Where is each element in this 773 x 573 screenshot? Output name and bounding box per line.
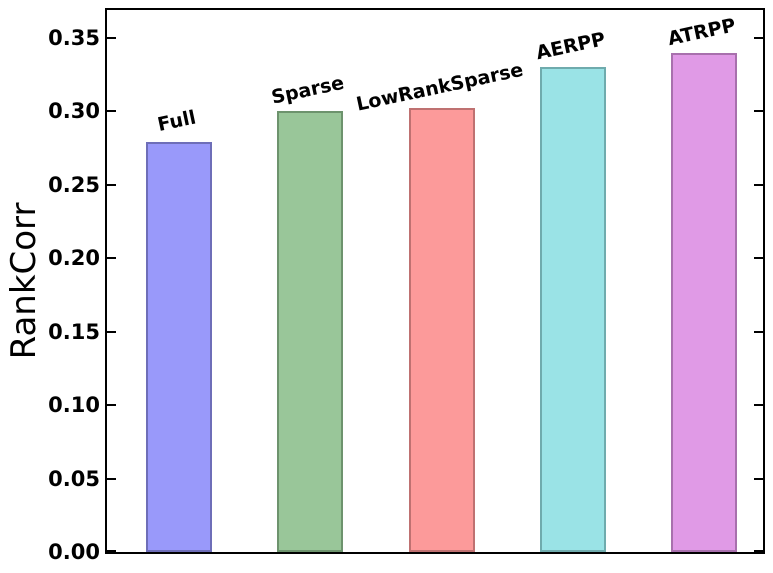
y-tick-left-0.35 [107,37,116,39]
y-tick-left-0.00 [107,550,116,552]
y-tick-left-0.25 [107,184,116,186]
y-tick-right-0.25 [754,184,763,186]
y-tick-label-0.20: 0.20 [48,246,100,270]
y-tick-right-0.15 [754,331,763,333]
y-tick-right-0.05 [754,478,763,480]
y-tick-left-0.10 [107,404,116,406]
y-tick-label-0.10: 0.10 [48,393,100,417]
y-tick-left-0.20 [107,257,116,259]
bar-sparse [277,111,343,552]
y-tick-label-0.35: 0.35 [48,26,100,50]
y-tick-label-0.25: 0.25 [48,173,100,197]
bar-atrpp [671,53,737,552]
bar-label-atrpp: ATRPP [665,14,738,51]
y-tick-label-0.05: 0.05 [48,467,100,491]
plot-area: Full Sparse LowRankSparse AERPP ATRPP [105,8,765,554]
y-tick-left-0.05 [107,478,116,480]
bar-aerpp [540,67,606,552]
y-tick-right-0.10 [754,404,763,406]
y-tick-left-0.30 [107,110,116,112]
y-tick-right-0.20 [754,257,763,259]
y-tick-right-0.30 [754,110,763,112]
y-tick-left-0.15 [107,331,116,333]
bar-lowranksparse [409,108,475,552]
bar-full [146,142,212,552]
y-tick-label-0.15: 0.15 [48,320,100,344]
y-tick-right-0.00 [754,550,763,552]
bar-label-sparse: Sparse [269,71,347,109]
y-tick-label-0.30: 0.30 [48,99,100,123]
bar-label-aerpp: AERPP [534,28,608,65]
y-tick-right-0.35 [754,37,763,39]
bar-label-full: Full [155,106,198,137]
y-tick-label-0.00: 0.00 [48,540,100,564]
